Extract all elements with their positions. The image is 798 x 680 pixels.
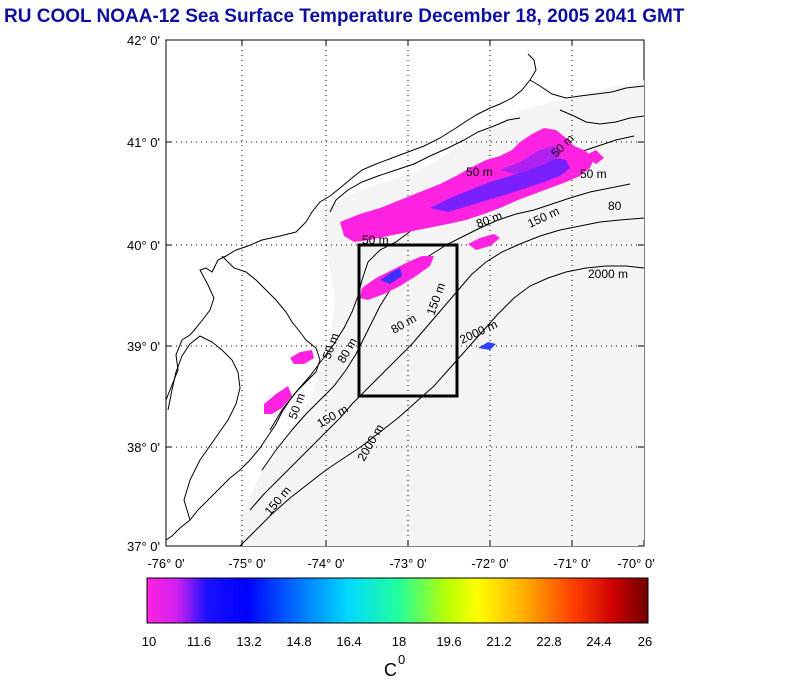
lat-label: 37° 0' (127, 539, 160, 554)
lat-label: 42° 0' (127, 33, 160, 48)
frame-ticks (165, 39, 645, 547)
lat-label: 40° 0' (127, 238, 160, 253)
map-content: 50 m 50 m 50 m 50 m 50 m 50 m 80 m 80 m … (166, 40, 644, 546)
colorbar-tick-label: 16.4 (336, 634, 361, 649)
lat-label: 38° 0' (127, 440, 160, 455)
lat-label: 39° 0' (127, 339, 160, 354)
lon-label: -73° 0' (389, 556, 426, 571)
lon-label: -71° 0' (553, 556, 590, 571)
colorbar-tick-label: 21.2 (486, 634, 511, 649)
colorbar-tick-label: 10 (142, 634, 156, 649)
colorbar-tick-label: 14.8 (286, 634, 311, 649)
colorbar-unit-label: C (384, 660, 397, 680)
colorbar-tick-label: 13.2 (236, 634, 261, 649)
study-area-box (357, 243, 459, 398)
colorbar-tick-label: 19.6 (436, 634, 461, 649)
isobath-label-50m: 50 m (466, 165, 493, 179)
lon-label: -74° 0' (307, 556, 344, 571)
isobath-label-2000m: 2000 m (588, 267, 628, 281)
lon-label: -76° 0' (147, 556, 184, 571)
lon-label: -70° 0' (617, 556, 654, 571)
colorbar-tick-label: 26 (638, 634, 652, 649)
colorbar-tick-label: 11.6 (187, 634, 211, 649)
map-title: RU COOL NOAA-12 Sea Surface Temperature … (4, 6, 685, 27)
colorbar-unit-superscript: 0 (398, 652, 405, 667)
lat-label: 41° 0' (127, 135, 160, 150)
isobath-label-50m: 50 m (580, 167, 607, 181)
longitude-labels: -76° 0' -75° 0' -74° 0' -73° 0' -72° 0' … (147, 556, 654, 571)
colorbar-tick-label: 22.8 (536, 634, 561, 649)
isobath-label-50m: 50 m (362, 233, 389, 247)
isobath-label-80m: 80 (608, 199, 622, 213)
ocean-coverage-area (240, 80, 644, 546)
lon-label: -72° 0' (471, 556, 508, 571)
colorbar-tick-label: 24.4 (586, 634, 611, 649)
colorbar-tick-label: 18 (392, 634, 406, 649)
colorbar (146, 577, 649, 624)
latitude-labels: 42° 0' 41° 0' 40° 0' 39° 0' 38° 0' 37° 0… (127, 33, 160, 554)
sst-data-patches (264, 128, 604, 414)
lon-label: -75° 0' (228, 556, 265, 571)
colorbar-tick-labels: 10 11.6 13.2 14.8 16.4 18 19.6 21.2 22.8… (142, 634, 652, 649)
